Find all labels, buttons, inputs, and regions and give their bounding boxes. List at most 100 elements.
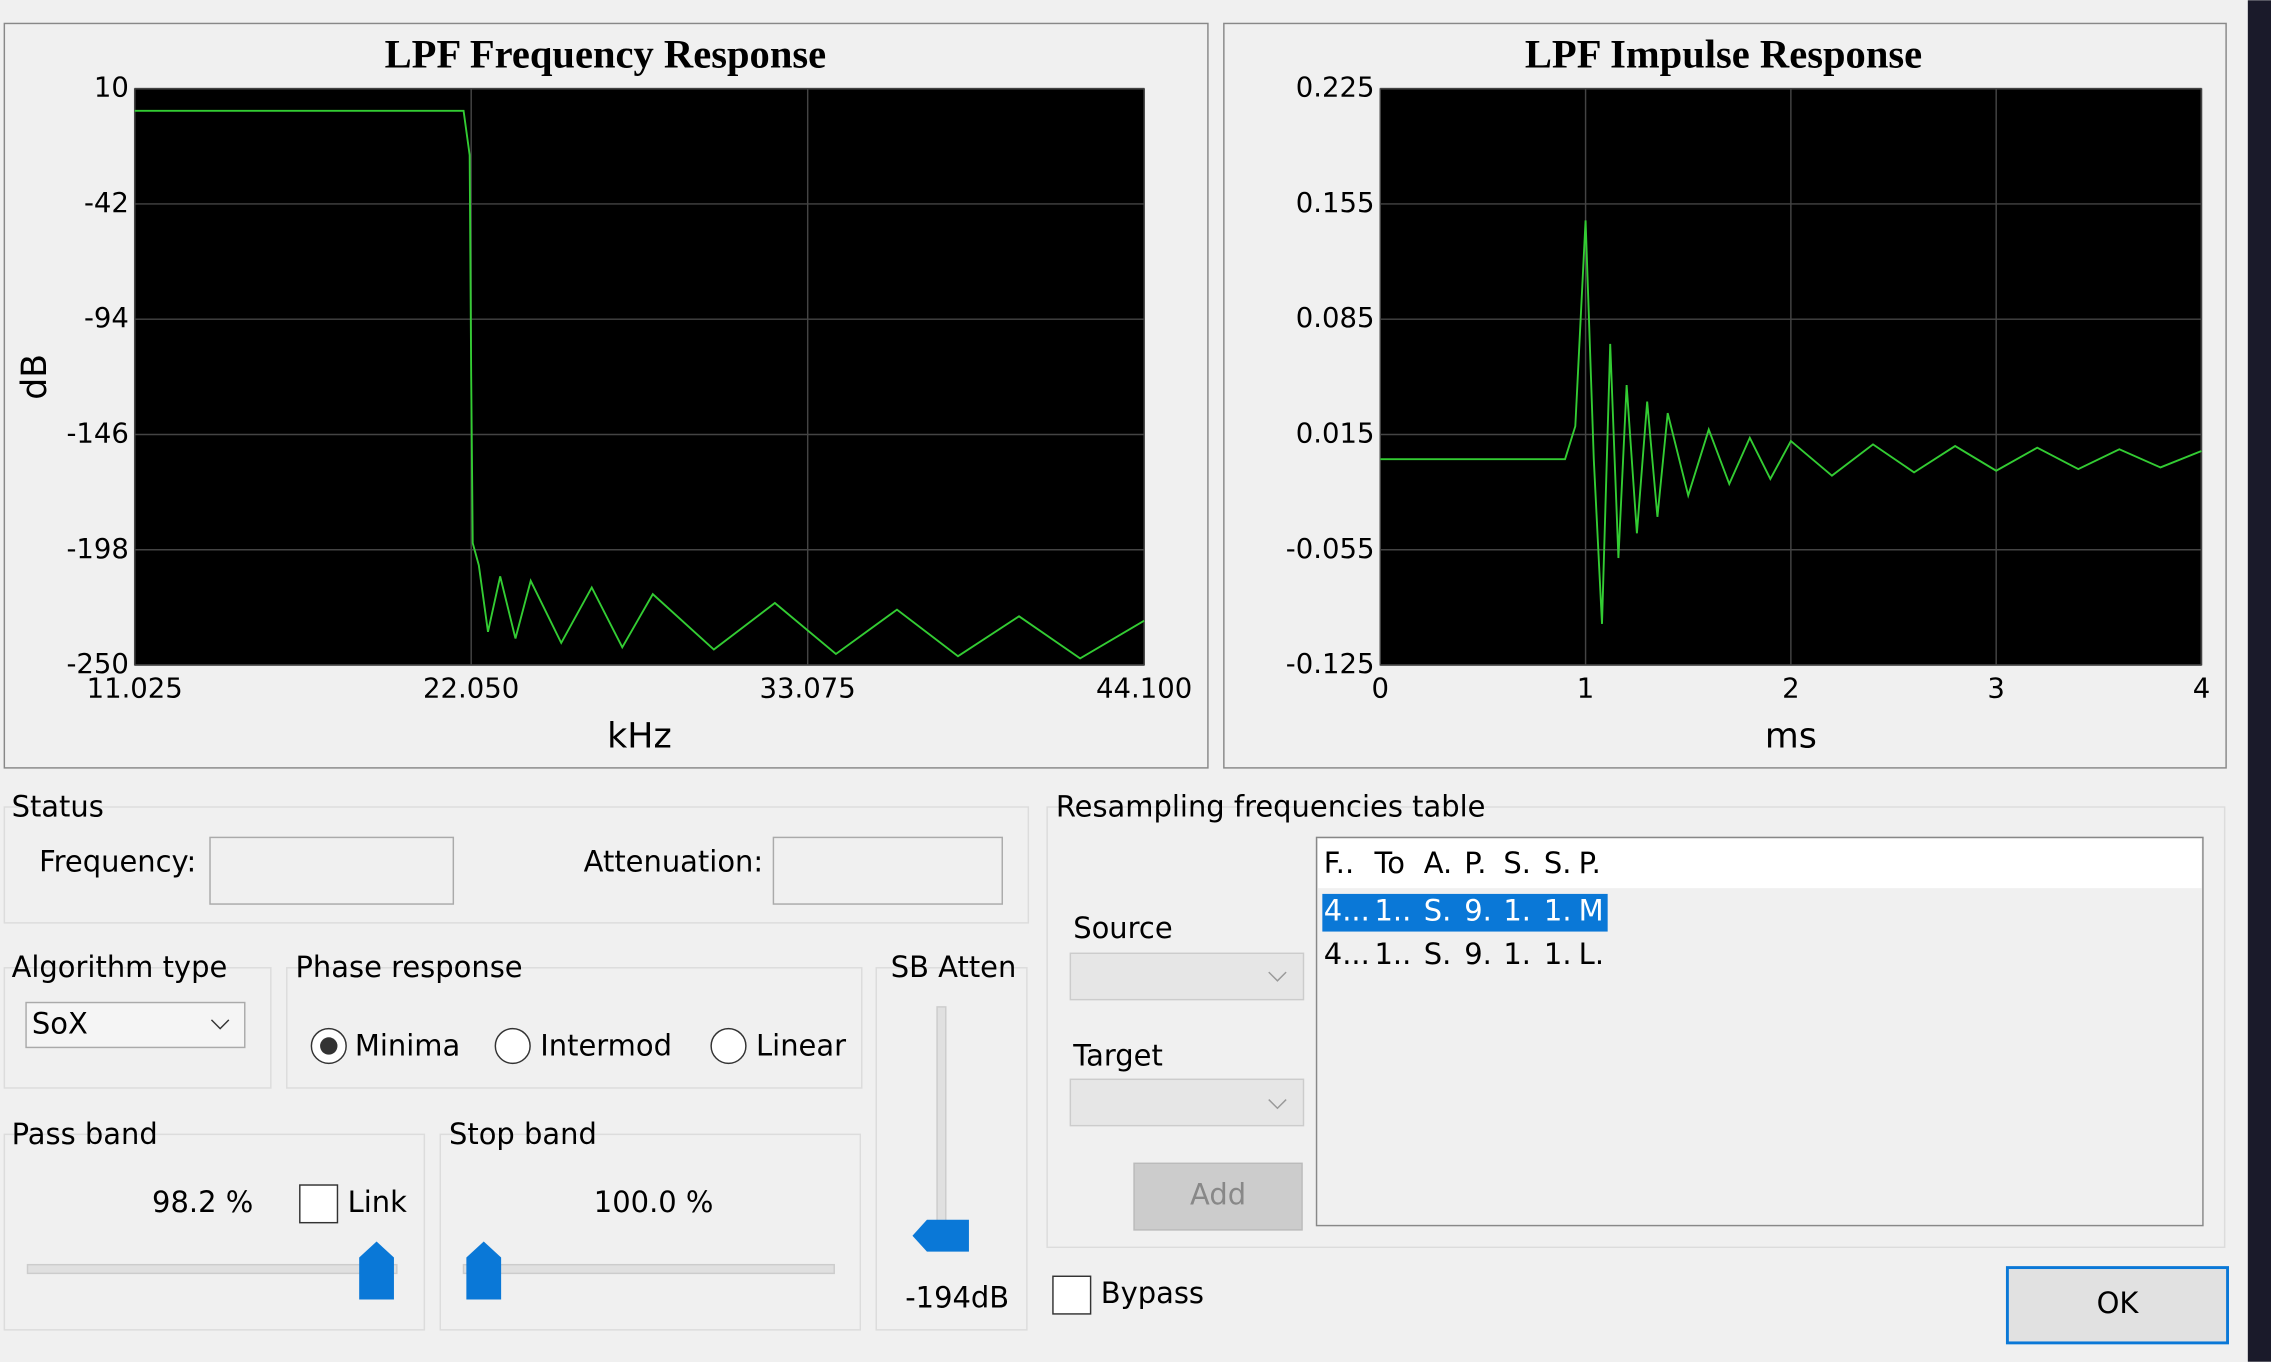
y-tick-label: -0.125 (1286, 648, 1375, 680)
slider-track (936, 1006, 947, 1247)
y-tick-label: -94 (84, 302, 129, 334)
group-box (3, 1133, 426, 1331)
group-label: Stop band (449, 1117, 597, 1151)
x-axis-title: kHz (607, 716, 672, 756)
group-box (875, 967, 1028, 1331)
y-tick-label: 0.155 (1296, 187, 1375, 219)
table-cell: 1. (1503, 937, 1531, 971)
slider-thumb[interactable] (359, 1241, 394, 1300)
table-header (1317, 838, 2202, 889)
y-tick-label: 0.015 (1296, 417, 1375, 449)
button-label: OK (2097, 1286, 2140, 1320)
chart-title: LPF Impulse Response (1525, 32, 1922, 77)
radio-label: Minima (355, 1028, 460, 1062)
y-tick-label: -0.055 (1286, 533, 1375, 565)
x-tick-label: 2 (1782, 673, 1800, 705)
group-box (286, 967, 863, 1089)
table-cell: L. (1579, 937, 1604, 971)
table-cell: 4... (1324, 937, 1370, 971)
table-cell: S. (1424, 937, 1452, 971)
table-cell: M (1579, 894, 1604, 928)
table-cell: 1.. (1374, 937, 1411, 971)
dropdown-arrow (1268, 1099, 1287, 1110)
table-cell: 4... (1324, 894, 1370, 928)
table-cells: F.. To A. P. S. S. P.4... 1.. S. 9. 1. 1. M4... 1.. S.… (1324, 846, 1604, 971)
x-tick-label: 11.025 (87, 673, 183, 705)
label: Target (1072, 1039, 1163, 1073)
slider-thumb[interactable] (466, 1241, 502, 1300)
button[interactable] (2005, 1266, 2229, 1345)
column-header: F.. (1324, 846, 1354, 880)
group-box (439, 1133, 862, 1331)
chart-title: LPF Frequency Response (385, 32, 827, 77)
group-box (3, 806, 1030, 924)
slider-thumb[interactable] (912, 1219, 969, 1252)
x-tick-label: 22.050 (423, 673, 519, 705)
column-header: To (1373, 846, 1404, 880)
checkbox-label: Bypass (1101, 1276, 1204, 1310)
text-field[interactable] (209, 836, 455, 905)
column-header: P. (1579, 846, 1601, 880)
button[interactable] (1133, 1162, 1303, 1231)
column-header: S. (1503, 846, 1531, 880)
column-header: P. (1464, 846, 1486, 880)
x-tick-label: 0 (1372, 673, 1390, 705)
dropdown-value: SoX (32, 1007, 88, 1041)
radio-label: Intermod (540, 1028, 672, 1062)
label: Attenuation: (584, 844, 763, 878)
checkbox[interactable] (1052, 1275, 1092, 1315)
x-tick-label: 4 (2193, 673, 2211, 705)
group-label: Phase response (295, 950, 522, 984)
dropdown-arrow (210, 1019, 230, 1030)
dropdown[interactable] (1069, 952, 1305, 1001)
dropdown[interactable] (1069, 1078, 1305, 1127)
slider-value: 98.2 % (152, 1185, 253, 1219)
x-axis-title: ms (1765, 716, 1817, 756)
slider-value: 100.0 % (594, 1185, 714, 1219)
table-cell: 1. (1544, 894, 1572, 928)
label: Frequency: (39, 844, 196, 878)
column-header: S. (1544, 846, 1572, 880)
slider-track (462, 1263, 835, 1275)
selected-row[interactable] (1322, 893, 1608, 932)
radio[interactable] (494, 1027, 531, 1065)
dropdown-arrow (1268, 971, 1287, 982)
group-label: Algorithm type (12, 950, 228, 984)
y-tick-label: -146 (66, 417, 128, 449)
group-label: SB Atten (891, 950, 1017, 984)
checkbox[interactable] (299, 1184, 339, 1224)
slider-track (26, 1263, 398, 1275)
button-label: Add (1190, 1178, 1246, 1212)
plot-area (133, 87, 1145, 666)
group-label: Resampling frequencies table (1056, 789, 1486, 823)
table-cell: S. (1424, 894, 1452, 928)
y-axis-title: dB (15, 354, 55, 400)
group-label: Status (12, 789, 104, 823)
table-cell: 1. (1544, 937, 1572, 971)
group-box (1046, 806, 2226, 1249)
dropdown[interactable] (25, 1001, 246, 1049)
table-cell: 1.. (1374, 894, 1411, 928)
y-tick-label: 10 (94, 72, 129, 104)
x-tick-label: 3 (1987, 673, 2005, 705)
radio[interactable] (710, 1027, 747, 1065)
y-tick-label: -198 (66, 533, 128, 565)
x-tick-label: 44.100 (1096, 673, 1192, 705)
column-header: A. (1424, 846, 1453, 880)
label: Source (1073, 911, 1172, 945)
group-box (3, 967, 272, 1089)
x-tick-label: 33.075 (760, 673, 856, 705)
radio-label: Linear (756, 1028, 846, 1062)
group-label: Pass band (12, 1117, 158, 1151)
table-cell: 1. (1503, 894, 1531, 928)
y-tick-label: -250 (66, 648, 128, 680)
data-line (134, 109, 1145, 660)
checkbox-label: Link (348, 1185, 408, 1219)
data-line (1380, 220, 2202, 624)
radio-dot (320, 1037, 338, 1055)
text-field[interactable] (772, 836, 1003, 905)
y-tick-label: 0.225 (1296, 72, 1375, 104)
x-tick-label: 1 (1577, 673, 1595, 705)
slider-value: -194dB (905, 1280, 1009, 1314)
